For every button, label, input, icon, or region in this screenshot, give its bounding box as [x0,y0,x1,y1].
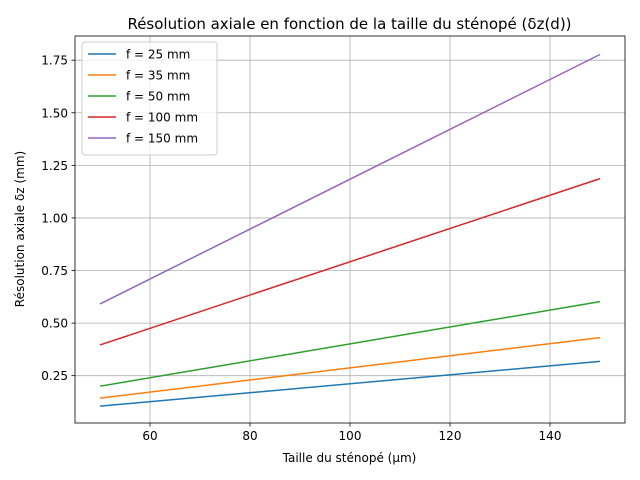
legend-label: f = 50 mm [126,90,190,104]
x-tick-label: 120 [439,429,462,443]
y-tick-label: 1.00 [41,211,68,225]
legend-label: f = 150 mm [126,132,198,146]
series-line-1 [99,360,601,407]
series-line-5 [99,53,601,305]
x-tick-label: 80 [242,429,257,443]
y-tick-label: 1.25 [41,159,68,173]
axis-ticks: 60 80 100 120 140 0.25 0.50 0.75 1.00 1.25 1.50 1.7… [41,54,561,443]
legend-label: f = 35 mm [126,69,190,83]
series-line-2 [99,336,601,399]
y-tick-label: 0.75 [41,264,68,278]
y-axis-label: Résolution axiale δz (mm) [13,151,27,307]
x-tick-label: 140 [539,429,562,443]
legend-label: f = 100 mm [126,111,198,125]
y-tick-label: 1.50 [41,106,68,120]
y-tick-label: 1.75 [41,54,68,68]
chart-title: Résolution axiale en fonction de la tail… [127,15,571,33]
x-axis-label: Taille du sténopé (µm) [282,451,417,465]
x-tick-label: 100 [339,429,362,443]
legend: f = 25 mm f = 35 mm f = 50 mm f = 100 mm f =… [81,41,218,156]
legend-label: f = 25 mm [126,48,190,62]
legend-box [81,41,218,156]
series-lines [99,53,601,407]
y-tick-label: 0.25 [41,369,68,383]
series-line-3 [99,300,601,387]
x-tick-label: 60 [142,429,157,443]
y-tick-label: 0.50 [41,317,68,331]
series-line-4 [99,177,601,346]
